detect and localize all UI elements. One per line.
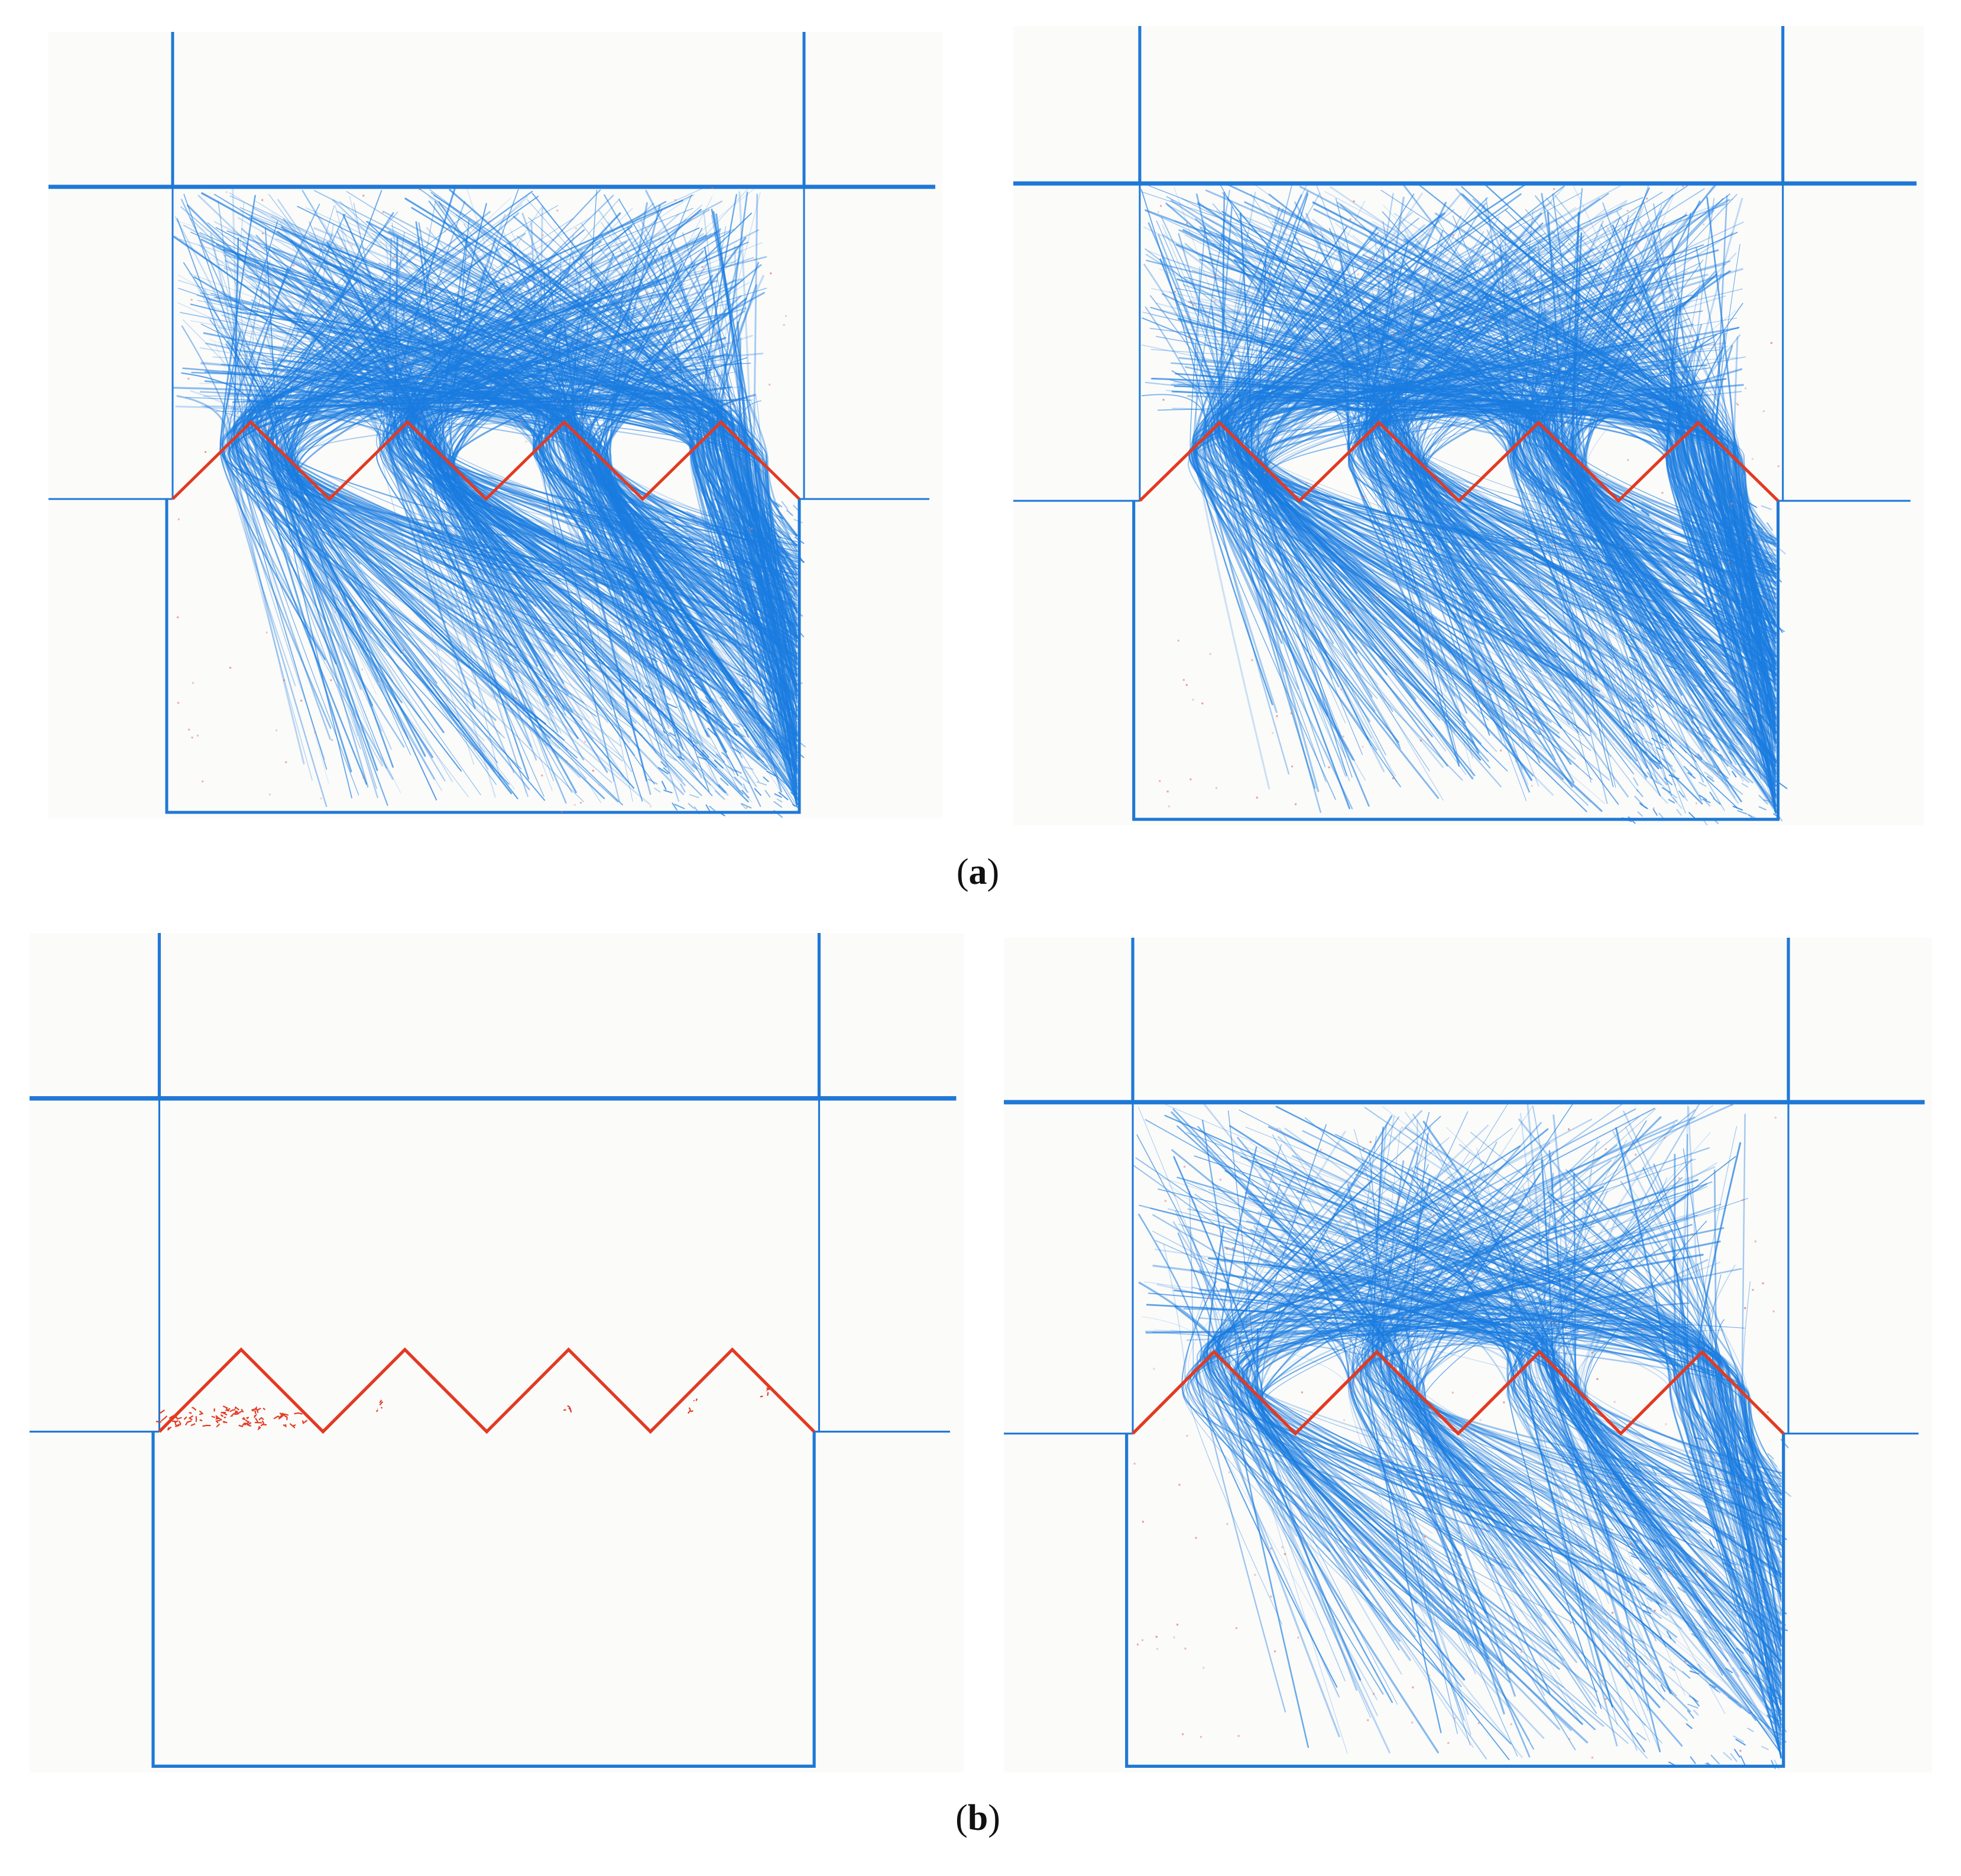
force-chain-network xyxy=(1133,1101,1791,1770)
shear-box-frame xyxy=(48,32,935,814)
lower-box xyxy=(151,1431,816,1768)
lower-box xyxy=(1125,1433,1785,1768)
sawtooth-joint xyxy=(158,1347,815,1434)
panel-a-right xyxy=(1013,26,1924,825)
shear-box-frame xyxy=(1004,938,1925,1768)
shear-box-diagram xyxy=(30,933,957,1768)
shear-box-diagram xyxy=(48,32,935,818)
tension-speckles xyxy=(177,187,794,813)
sawtooth-joint xyxy=(1132,1349,1785,1436)
force-chain-network xyxy=(1140,183,1788,825)
shear-box-diagram xyxy=(1013,26,1917,825)
shear-box-frame xyxy=(30,933,957,1768)
sawtooth-joint xyxy=(171,420,800,501)
panel-b-right xyxy=(1004,938,1932,1773)
sawtooth-joint xyxy=(1139,420,1780,503)
caption-b-letter: b xyxy=(967,1798,988,1838)
force-chain-network xyxy=(172,186,806,818)
lower-box xyxy=(165,499,801,814)
shear-box-frame xyxy=(1013,26,1917,821)
tension-speckles xyxy=(1133,1104,1777,1759)
panel-b-left xyxy=(30,933,964,1773)
panel-a-left xyxy=(48,32,942,818)
caption-b: (b) xyxy=(955,1798,1000,1838)
lower-box xyxy=(1132,501,1780,821)
joint-cracks xyxy=(155,1386,771,1431)
shear-box-diagram xyxy=(1004,938,1925,1770)
caption-a-letter: a xyxy=(968,852,987,892)
caption-a: (a) xyxy=(956,852,1000,892)
